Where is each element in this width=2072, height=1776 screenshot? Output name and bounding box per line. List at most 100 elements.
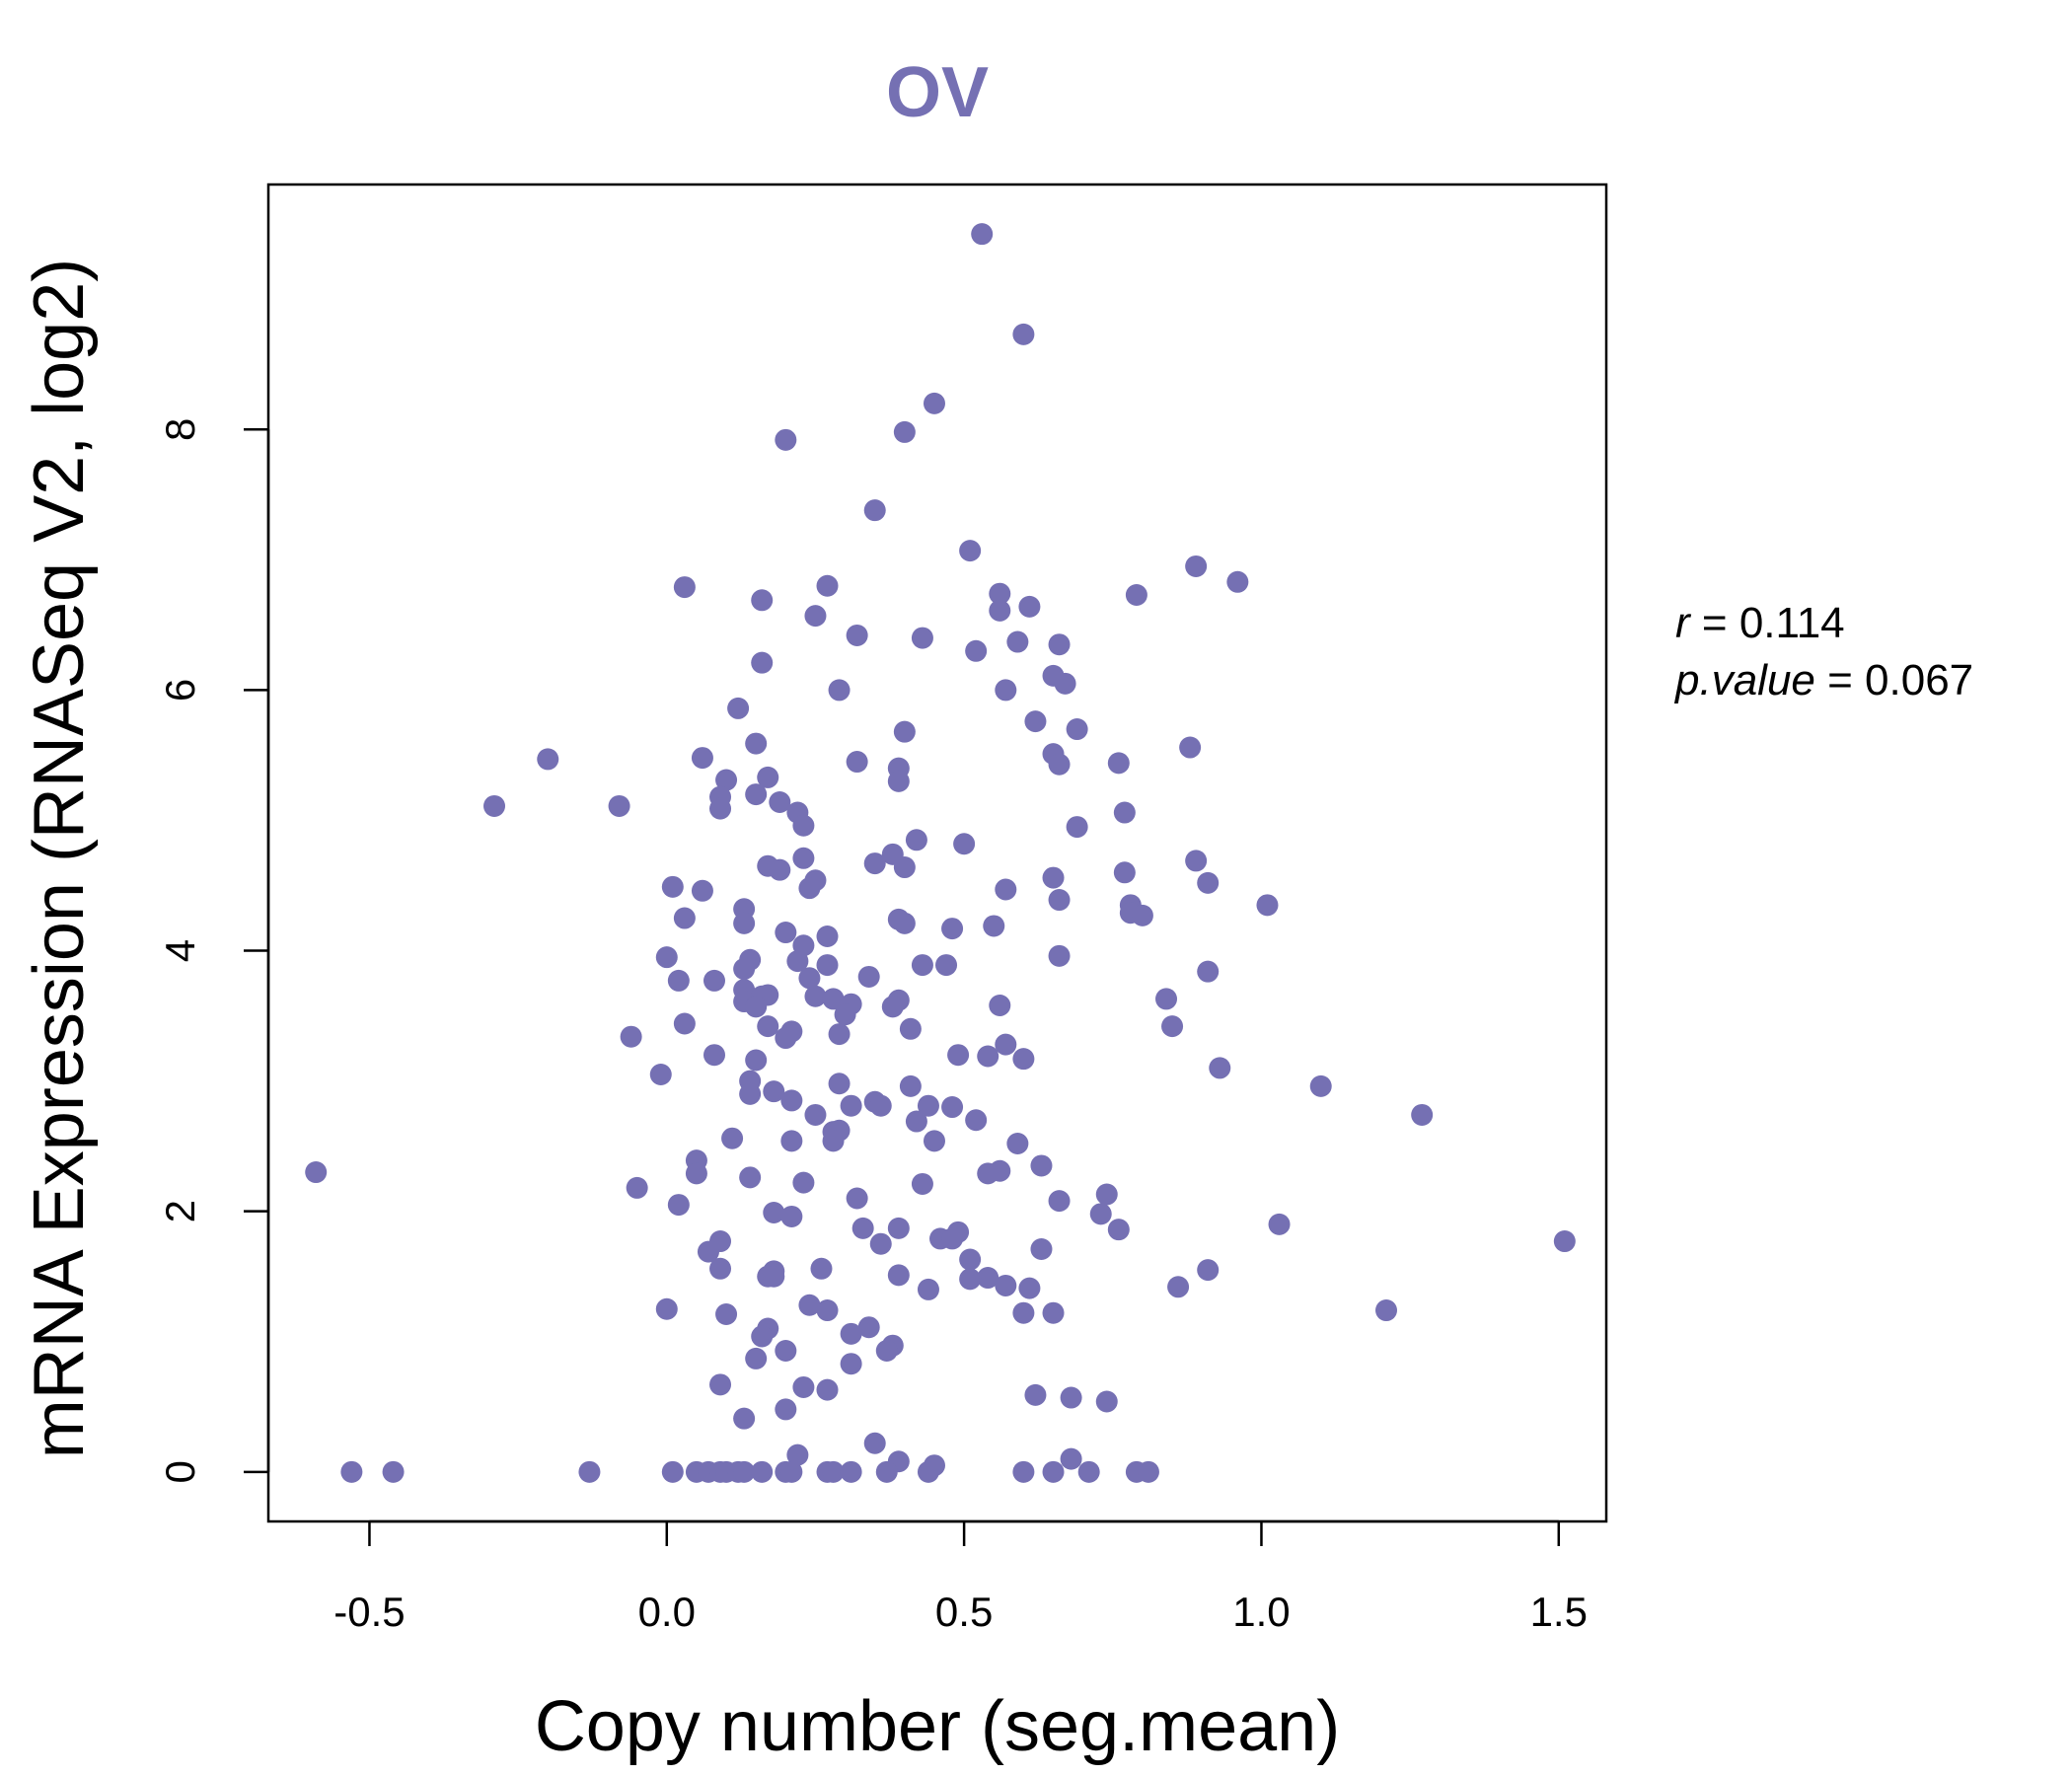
data-point xyxy=(1309,1074,1332,1097)
data-point xyxy=(1048,753,1071,776)
data-point xyxy=(1226,570,1249,593)
y-tick-label: 8 xyxy=(157,418,203,441)
data-point xyxy=(1024,710,1047,733)
data-point xyxy=(965,639,988,662)
plot-frame xyxy=(266,183,1608,1523)
data-point xyxy=(798,967,821,990)
data-point xyxy=(893,720,916,743)
data-point xyxy=(822,988,845,1010)
data-point xyxy=(775,922,797,944)
data-point xyxy=(923,1130,945,1152)
data-point xyxy=(763,1202,785,1224)
data-point xyxy=(763,1265,785,1288)
data-point xyxy=(608,794,630,817)
data-point xyxy=(977,1267,999,1290)
data-point xyxy=(703,969,725,992)
data-point xyxy=(745,1347,768,1369)
data-point xyxy=(846,1187,868,1210)
data-points xyxy=(305,223,1576,1483)
data-point xyxy=(1411,1103,1434,1126)
data-point xyxy=(1030,1237,1053,1260)
data-point xyxy=(995,679,1017,702)
data-point xyxy=(792,1171,815,1194)
y-tick-label: 2 xyxy=(157,1200,203,1222)
data-point xyxy=(1018,595,1041,618)
data-point xyxy=(673,907,696,929)
y-tick-label: 6 xyxy=(157,679,203,702)
data-point xyxy=(1006,630,1029,653)
data-point xyxy=(1095,1183,1118,1206)
data-point xyxy=(691,879,713,902)
data-point xyxy=(769,858,791,881)
data-point xyxy=(1060,1386,1082,1409)
y-axis-label: mRNA Expression (RNASeq V2, log2) xyxy=(20,259,99,1458)
data-point xyxy=(911,627,933,649)
data-point xyxy=(733,958,756,981)
data-point xyxy=(947,1044,970,1067)
data-point xyxy=(1197,871,1220,894)
data-point xyxy=(1125,584,1147,607)
data-point xyxy=(893,420,916,443)
data-point xyxy=(840,1460,862,1483)
data-point xyxy=(1185,555,1208,577)
x-tick-label: 1.0 xyxy=(1232,1589,1290,1635)
data-point xyxy=(775,1398,797,1421)
data-point xyxy=(846,751,868,774)
data-point xyxy=(828,1023,851,1046)
data-point xyxy=(649,1064,672,1086)
data-point xyxy=(382,1460,405,1483)
data-point xyxy=(1161,1015,1184,1038)
data-point xyxy=(786,950,809,973)
data-point xyxy=(923,392,945,414)
data-point xyxy=(1066,718,1088,741)
data-point xyxy=(887,1217,910,1239)
data-point xyxy=(715,769,738,791)
data-point xyxy=(780,1089,803,1112)
data-point xyxy=(703,1044,725,1067)
data-point xyxy=(869,1094,892,1117)
r-value: 0.114 xyxy=(1739,599,1845,647)
data-point xyxy=(941,1227,964,1250)
data-point xyxy=(1006,1133,1029,1155)
data-point xyxy=(1012,1048,1035,1071)
data-point xyxy=(667,969,690,992)
data-point xyxy=(655,1297,678,1320)
data-point xyxy=(775,1339,797,1362)
data-point xyxy=(905,829,927,851)
data-point xyxy=(733,1407,756,1430)
y-tick-label: 4 xyxy=(157,939,203,962)
data-point xyxy=(578,1460,601,1483)
data-point xyxy=(899,1017,922,1040)
data-point xyxy=(745,1049,768,1072)
data-point xyxy=(751,1460,774,1483)
data-point xyxy=(804,985,827,1007)
data-point xyxy=(792,814,815,837)
data-point xyxy=(792,1375,815,1398)
x-tick-label: 0.5 xyxy=(935,1589,993,1635)
data-point xyxy=(769,790,791,813)
data-point xyxy=(887,770,910,792)
correlation-stat: r = 0.114 xyxy=(1675,599,1845,647)
data-point xyxy=(846,624,868,646)
data-point xyxy=(751,589,774,612)
data-point xyxy=(1066,816,1088,839)
data-point xyxy=(780,1205,803,1227)
data-point xyxy=(1131,904,1153,926)
data-point xyxy=(857,965,880,988)
data-point xyxy=(715,1303,738,1326)
data-point xyxy=(697,1240,719,1263)
data-point xyxy=(959,1248,982,1271)
data-point xyxy=(1268,1213,1291,1235)
data-point xyxy=(745,732,768,755)
data-point xyxy=(816,925,839,948)
data-point xyxy=(661,875,684,898)
x-axis-label: Copy number (seg.mean) xyxy=(535,1687,1340,1766)
p-value-label: p.value xyxy=(1673,656,1815,704)
data-point xyxy=(941,1096,964,1119)
data-point xyxy=(828,679,851,702)
data-point xyxy=(537,748,559,771)
data-point xyxy=(804,1103,827,1126)
data-point xyxy=(1095,1390,1118,1413)
data-point xyxy=(810,1257,833,1280)
data-point xyxy=(917,1094,939,1117)
